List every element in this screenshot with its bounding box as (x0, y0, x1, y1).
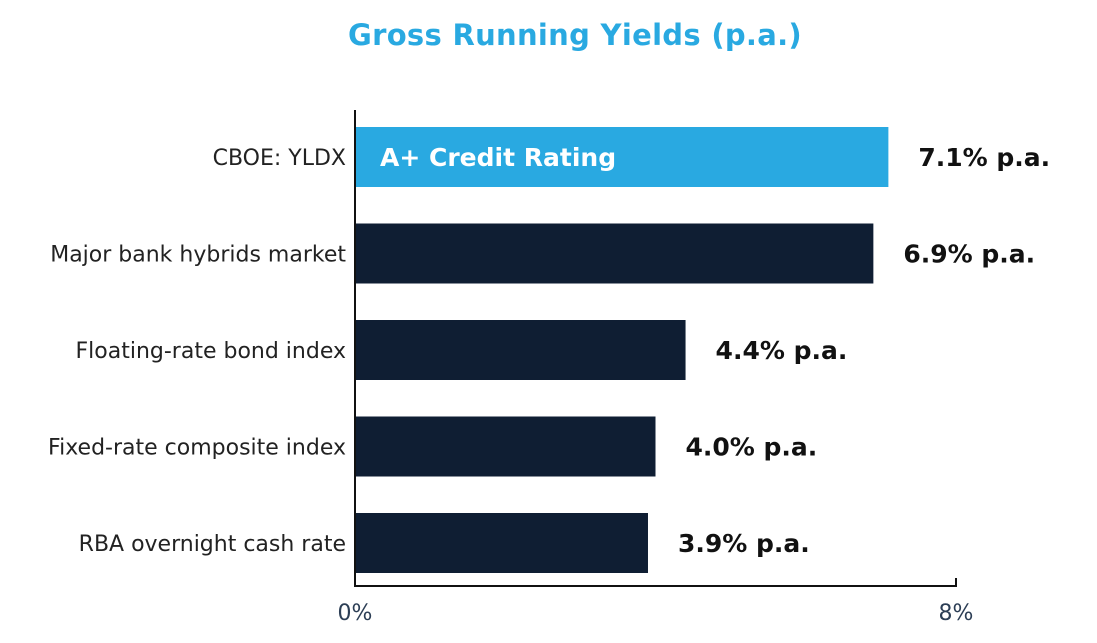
category-label: Floating-rate bond index (76, 339, 347, 364)
category-label: Fixed-rate composite index (48, 436, 346, 461)
value-label: 3.9% p.a. (678, 529, 810, 558)
bar (355, 127, 889, 187)
value-label: 4.4% p.a. (716, 336, 848, 365)
bar (355, 416, 656, 477)
value-label: 7.1% p.a. (918, 143, 1050, 172)
bar (355, 513, 648, 573)
category-label: RBA overnight cash rate (79, 532, 346, 557)
x-tick-label: 8% (939, 601, 974, 626)
value-label: 6.9% p.a. (903, 240, 1035, 269)
category-label: Major bank hybrids market (50, 243, 346, 268)
bar-annotation: A+ Credit Rating (380, 143, 616, 172)
value-label: 4.0% p.a. (686, 433, 818, 462)
category-label: CBOE: YLDX (213, 146, 346, 171)
bar (355, 320, 686, 380)
chart-title: Gross Running Yields (p.a.) (348, 18, 802, 52)
x-tick-label: 0% (338, 601, 373, 626)
bar (355, 223, 874, 284)
